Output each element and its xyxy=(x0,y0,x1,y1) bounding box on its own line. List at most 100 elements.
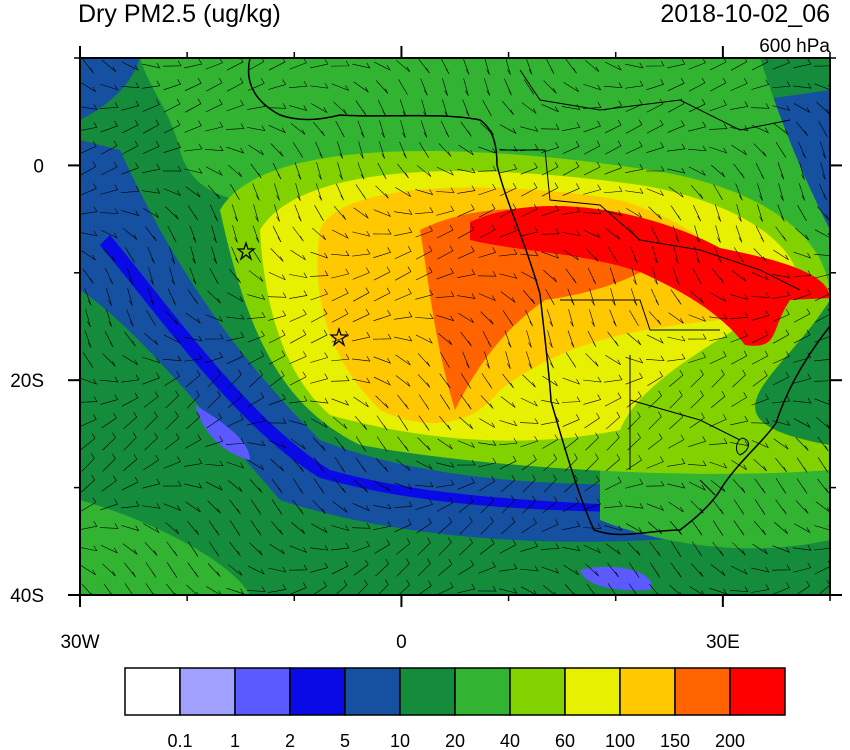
wind-barb xyxy=(521,517,537,534)
wind-barb xyxy=(82,268,94,284)
wind-barb xyxy=(775,142,787,158)
wind-barb xyxy=(604,82,623,89)
wind-barb xyxy=(375,395,389,409)
wind-barb xyxy=(145,583,155,595)
colorbar-box xyxy=(674,667,731,716)
wind-barb xyxy=(690,369,704,388)
wind-barb xyxy=(374,480,390,492)
wind-barb xyxy=(393,501,413,508)
colorbar-label: 5 xyxy=(340,731,350,750)
wind-barb xyxy=(121,392,139,407)
wind-barb xyxy=(541,142,560,153)
wind-barb xyxy=(526,330,532,348)
wind-barb xyxy=(457,224,475,239)
wind-barb xyxy=(169,267,175,285)
wind-barb xyxy=(629,310,639,326)
wind-barb xyxy=(226,77,244,92)
wind-barb xyxy=(267,418,287,424)
wind-barb xyxy=(583,140,601,155)
wind-barb xyxy=(710,480,726,492)
wind-barb xyxy=(565,268,577,284)
wind-barb xyxy=(562,122,581,131)
wind-barb xyxy=(772,80,791,89)
wind-barb xyxy=(502,310,514,326)
wind-barb xyxy=(165,390,179,409)
wind-barb xyxy=(753,143,767,157)
wind-barb xyxy=(667,353,686,362)
colorbar-box xyxy=(234,667,291,716)
wind-barb xyxy=(792,270,812,277)
wind-barb xyxy=(100,140,118,155)
wind-barb xyxy=(499,248,518,257)
wind-barb xyxy=(499,124,517,135)
wind-barb xyxy=(589,309,595,327)
wind-barb xyxy=(772,545,791,553)
wind-barb xyxy=(605,354,621,366)
wind-barb xyxy=(142,164,161,174)
wind-barb xyxy=(228,164,243,178)
wind-barb xyxy=(80,433,96,450)
wind-barb xyxy=(730,415,749,426)
wind-barb xyxy=(415,245,433,260)
wind-barb xyxy=(163,334,181,344)
wind-barb xyxy=(184,458,203,467)
wind-barb xyxy=(795,437,809,451)
wind-barb xyxy=(712,499,724,515)
wind-barb xyxy=(123,411,138,430)
wind-barb xyxy=(606,432,620,451)
wind-barb xyxy=(646,142,665,153)
wind-barb xyxy=(142,62,161,69)
wind-barb xyxy=(186,411,201,430)
wind-barb xyxy=(184,98,202,113)
wind-barb xyxy=(165,206,179,220)
wind-barb xyxy=(121,100,140,111)
wind-barb xyxy=(604,392,622,407)
wind-barb xyxy=(147,288,155,306)
wind-barb xyxy=(289,582,307,595)
wind-barb xyxy=(609,267,617,285)
wind-barb xyxy=(292,499,304,515)
wind-barb xyxy=(604,525,623,532)
wind-barb xyxy=(609,309,617,327)
wind-barb xyxy=(501,495,515,514)
wind-barb xyxy=(689,586,705,595)
wind-barb xyxy=(522,374,536,388)
wind-barb xyxy=(397,163,409,179)
wind-barb xyxy=(415,313,434,319)
wind-barb xyxy=(648,206,662,220)
wind-barb xyxy=(416,517,432,534)
wind-barb xyxy=(166,562,178,578)
wind-barb xyxy=(543,269,557,283)
wind-barb xyxy=(189,267,197,285)
wind-barb xyxy=(582,208,602,214)
wind-barb xyxy=(583,394,602,405)
wind-barb xyxy=(567,288,575,306)
wind-barb xyxy=(166,541,178,557)
wind-barb xyxy=(710,292,727,303)
wind-barb xyxy=(479,418,496,428)
wind-barb xyxy=(525,58,533,75)
wind-barb xyxy=(568,309,574,327)
wind-barb xyxy=(289,58,307,70)
wind-barb xyxy=(226,331,245,342)
wind-barb xyxy=(814,229,830,239)
wind-barb xyxy=(604,374,623,383)
wind-barb xyxy=(415,207,434,215)
wind-barb xyxy=(459,516,473,535)
wind-barb xyxy=(710,564,726,576)
wind-barb xyxy=(754,499,766,515)
wind-barb xyxy=(667,458,686,467)
wind-barb xyxy=(583,544,601,554)
wind-barb xyxy=(334,579,348,595)
wind-barb xyxy=(672,225,680,243)
wind-barb xyxy=(395,59,411,73)
wind-barb xyxy=(709,314,728,320)
wind-barb xyxy=(607,331,619,347)
wind-barb xyxy=(796,478,808,494)
wind-barb xyxy=(226,146,245,154)
wind-barb xyxy=(146,310,156,326)
wind-barb xyxy=(709,414,727,428)
map-frame xyxy=(79,57,831,596)
wind-barb xyxy=(394,266,412,281)
wind-barb xyxy=(630,288,638,306)
